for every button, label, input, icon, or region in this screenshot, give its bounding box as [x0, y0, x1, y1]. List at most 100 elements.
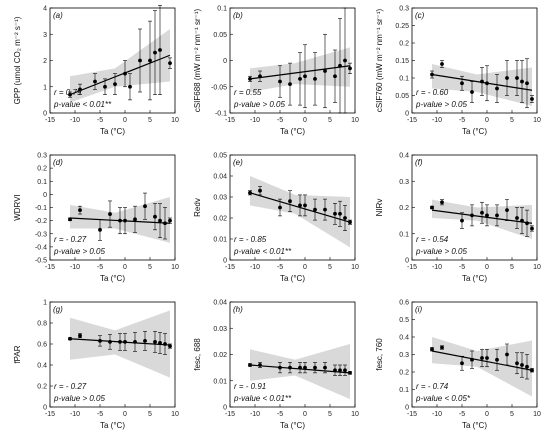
data-point	[108, 340, 112, 344]
y-tick-label: 0.3	[399, 179, 409, 186]
r-value-text: r = - 0.91	[234, 382, 266, 391]
x-tick-label: -5	[277, 411, 283, 418]
x-tick-label: 5	[510, 117, 514, 124]
y-tick-label: 0.8	[37, 321, 47, 328]
p-value-text: p-value < 0.01**	[53, 100, 112, 109]
panel-a: -15 -10 -5 0 5 10 0 1 2 3 4 (a) r = 0.79 p-value < 0.…	[13, 5, 179, 136]
x-axis-label: Ta (°C)	[280, 274, 305, 283]
y-tick-label: 0.01	[213, 378, 227, 385]
data-point	[153, 340, 157, 344]
y-tick-label: 0.4	[399, 153, 409, 160]
y-axis-label: Redv	[193, 198, 202, 217]
y-tick-label: 2	[43, 58, 47, 65]
x-tick-label: -5	[97, 264, 103, 271]
data-point	[153, 50, 157, 55]
data-point	[515, 76, 519, 80]
x-tick-label: -15	[407, 117, 417, 124]
y-tick-label: 0.6	[37, 342, 47, 349]
p-value-text: p-value < 0.05*	[415, 394, 471, 403]
x-axis-label: Ta (°C)	[100, 421, 125, 430]
y-tick-label: 0.1	[217, 6, 227, 13]
y-axis-label: fesc, 760	[375, 338, 384, 371]
data-point	[68, 92, 72, 97]
x-axis-label: Ta (°C)	[280, 127, 305, 136]
x-axis-label: Ta (°C)	[462, 421, 487, 430]
data-point	[133, 340, 137, 344]
x-tick-label: -5	[459, 264, 465, 271]
y-tick-label: 1	[43, 84, 47, 91]
y-tick-label: 0.05	[395, 93, 409, 100]
data-point	[168, 344, 172, 348]
y-tick-label: 0	[405, 111, 409, 118]
y-tick-label: 0.1	[399, 387, 409, 394]
panel-g: -15 -10 -5 0 5 10 0 0.2 0.4 0.6 0.8 1 (g) r = - 0.27 p…	[13, 300, 179, 431]
r-value-text: r = - 0.60	[416, 88, 449, 97]
data-point	[133, 217, 137, 222]
data-point	[98, 227, 102, 232]
data-point	[278, 365, 282, 370]
data-point	[78, 208, 82, 213]
y-tick-label: 0.1	[399, 76, 409, 83]
data-point	[515, 361, 519, 366]
data-point	[123, 340, 127, 344]
panel-e: -15 -10 -5 0 5 10 0 0.01 0.02 0.03 0.04 0.05 (e) r = …	[193, 153, 359, 284]
panel-tag: (g)	[53, 305, 63, 314]
data-point	[440, 345, 444, 350]
data-point	[480, 79, 484, 84]
data-point	[113, 82, 117, 87]
x-tick-label: 0	[303, 411, 307, 418]
x-tick-label: 0	[485, 264, 489, 271]
data-point	[343, 216, 347, 220]
y-tick-label: 0	[405, 405, 409, 412]
data-point	[108, 212, 112, 216]
panel-b: -15 -10 -5 0 5 10 -0.1 -0.05 0 0.05 0.1 (b) r = 0.55…	[193, 6, 359, 137]
data-point	[68, 217, 72, 222]
y-tick-label: -0.1	[35, 205, 47, 212]
y-tick-label: -0.2	[35, 218, 47, 225]
y-tick-label: 0.04	[213, 300, 227, 307]
x-tick-label: -5	[277, 264, 283, 271]
data-point	[343, 58, 347, 63]
x-axis-label: Ta (°C)	[280, 421, 305, 430]
data-point	[470, 213, 474, 218]
p-value-text: p-value > 0.05	[53, 247, 105, 256]
panel-tag: (a)	[53, 11, 63, 20]
y-axis-label: cSIF760 (mW m⁻² nm⁻¹ sr⁻¹)	[375, 9, 384, 113]
data-point	[333, 368, 337, 373]
r-value-text: r = 0.79	[54, 88, 82, 97]
data-point	[313, 365, 317, 370]
y-tick-label: 0	[43, 111, 47, 118]
data-point	[430, 347, 434, 352]
data-point	[520, 218, 524, 223]
panel-tag: (d)	[53, 158, 63, 167]
data-point	[480, 210, 484, 215]
data-point	[485, 213, 489, 218]
data-point	[158, 218, 162, 223]
p-value-text: p-value > 0.05	[415, 100, 467, 109]
r-value-text: r = - 0.54	[416, 235, 449, 244]
y-tick-label: 0	[43, 192, 47, 199]
x-tick-label: 5	[328, 264, 332, 271]
x-tick-label: 0	[303, 264, 307, 271]
y-tick-label: 0.3	[399, 352, 409, 359]
y-tick-label: 0.1	[399, 231, 409, 238]
data-point	[530, 226, 534, 231]
data-point	[288, 199, 292, 204]
data-point	[128, 84, 132, 89]
y-tick-label: 0	[405, 258, 409, 265]
x-tick-label: -10	[70, 411, 80, 418]
data-point	[258, 74, 262, 79]
data-point	[470, 90, 474, 94]
x-tick-label: 10	[351, 411, 359, 418]
y-tick-label: 4	[43, 6, 47, 13]
y-tick-label: 0.04	[213, 174, 227, 181]
y-tick-label: 0.2	[37, 384, 47, 391]
x-tick-label: 5	[510, 264, 514, 271]
x-axis-label: Ta (°C)	[100, 127, 125, 136]
data-point	[118, 340, 122, 344]
data-point	[258, 188, 262, 193]
y-tick-label: 3	[43, 32, 47, 39]
axes-frame	[229, 154, 356, 261]
x-tick-label: -5	[97, 117, 103, 124]
